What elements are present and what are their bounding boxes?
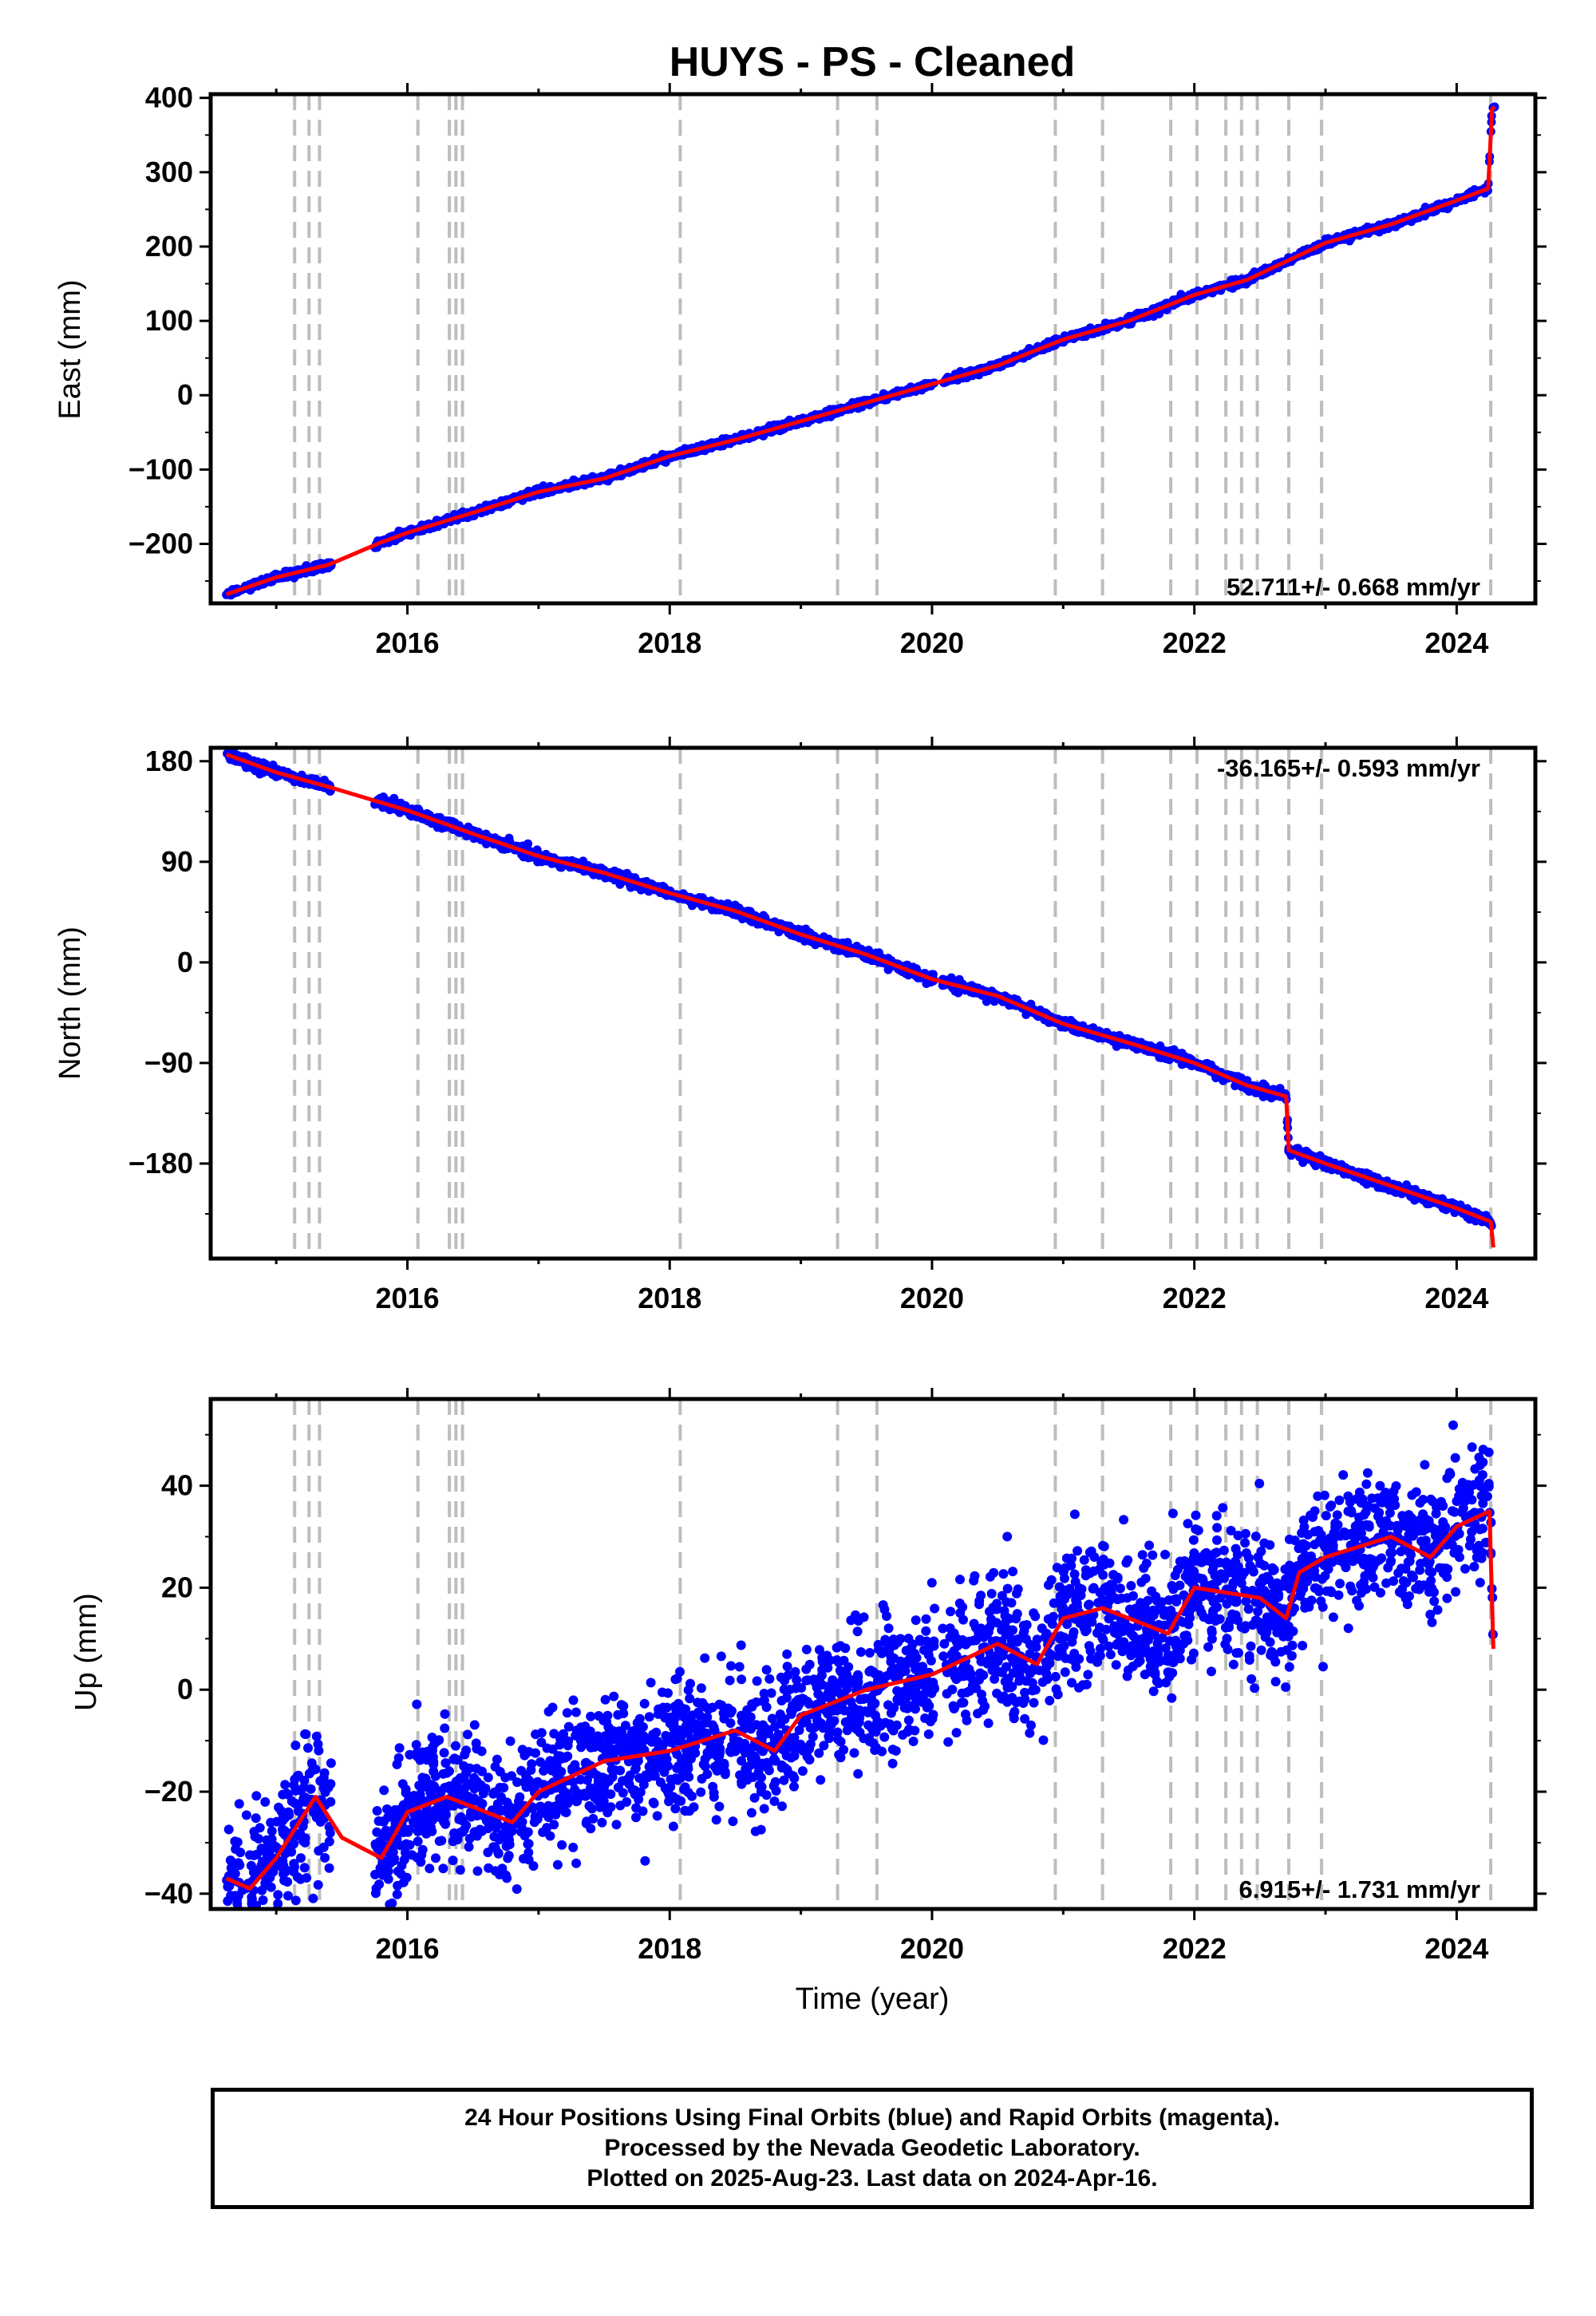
east-x-tick-label: 2018 [638,626,701,659]
chart-title: HUYS - PS - Cleaned [670,39,1076,85]
east-y-tick-label: 0 [177,378,193,411]
east-y-tick-label: −100 [128,453,193,485]
east-x-tick-label: 2020 [900,626,964,659]
north-data-point [982,997,991,1006]
east-frame [208,92,1538,606]
east-data-points [222,102,1499,600]
east-panel: −200 −100 0 100 200 300 400 2016 2018 2020 2022 202… [128,81,1547,659]
north-data-point [950,986,960,996]
east-x-tick-label: 2022 [1163,626,1227,659]
east-model-line [225,105,1496,597]
north-data-point [268,761,278,769]
east-y-tick-label: 200 [145,230,193,263]
east-x-tick-label: 2024 [1424,626,1488,659]
east-x-tick-label: 2016 [375,626,439,659]
east-y-tick-label: 300 [145,156,193,188]
east-y-tick-label: −200 [128,527,193,559]
east-y-tick-label: 100 [145,304,193,337]
east-y-tick-label: 400 [145,81,193,114]
